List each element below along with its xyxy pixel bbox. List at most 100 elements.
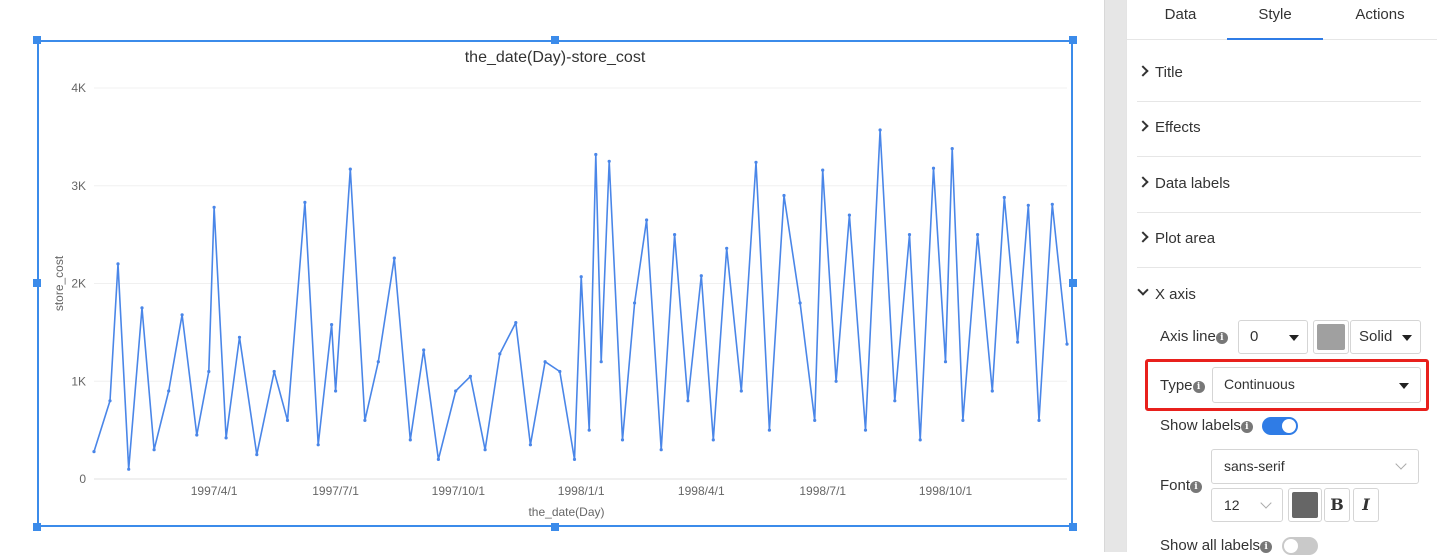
tab-actions[interactable]: Actions [1355, 6, 1405, 23]
section-x-axis[interactable]: X axis [1137, 268, 1421, 324]
x-axis-type-select[interactable]: Continuous [1212, 367, 1421, 403]
data-point [976, 233, 980, 237]
bold-button[interactable]: B [1324, 488, 1350, 522]
show-all-labels-label: Show all labels i [1160, 537, 1273, 554]
section-data-labels-label: Data labels [1155, 175, 1231, 192]
data-point [1050, 202, 1054, 206]
data-point [813, 418, 817, 422]
data-point [392, 256, 396, 260]
data-point [195, 433, 199, 437]
data-point [620, 438, 625, 442]
data-point [821, 168, 825, 172]
annotation-highlight-box [1145, 359, 1429, 411]
font-color-picker[interactable] [1288, 488, 1322, 522]
style-panel: Data Style Actions Title Effects Data la… [1126, 0, 1441, 555]
data-point [754, 160, 758, 164]
data-point [599, 360, 603, 364]
axis-line-style-select[interactable]: Solid [1350, 320, 1421, 354]
resize-handle-top-left[interactable] [33, 36, 41, 44]
data-point [348, 167, 352, 171]
font-family-select[interactable]: sans-serif [1211, 449, 1419, 484]
data-point [180, 313, 184, 317]
resize-handle-bottom-left[interactable] [33, 523, 41, 531]
data-point [237, 335, 242, 339]
data-point [798, 301, 802, 305]
show-all-labels-toggle[interactable] [1282, 537, 1318, 555]
data-point [1026, 203, 1030, 207]
show-labels-text: Show labels [1160, 417, 1241, 434]
section-data-labels[interactable]: Data labels [1137, 157, 1421, 213]
x-tick-label: 1998/4/1 [678, 484, 725, 498]
resize-handle-top[interactable] [551, 36, 559, 44]
chart-widget[interactable]: the_date(Day)-store_cost 0 1K 2K 3K 4K 1997/4… [37, 40, 1073, 527]
data-point [767, 428, 772, 432]
x-axis-label: the_date(Day) [528, 505, 604, 519]
show-labels-label: Show labels i [1160, 417, 1253, 434]
tab-style[interactable]: Style [1227, 0, 1323, 40]
show-all-labels-text: Show all labels [1160, 537, 1261, 554]
data-point [572, 457, 577, 461]
color-swatch [1317, 324, 1345, 350]
data-point [363, 418, 367, 422]
data-point [863, 428, 868, 432]
chart-plot: 0 1K 2K 3K 4K 1997/4/1 1997/7/1 1997/10/1 1998/1… [52, 81, 1069, 519]
font-size-select[interactable]: 12 [1211, 488, 1283, 522]
font-family-value: sans-serif [1224, 458, 1285, 474]
x-tick-label: 1997/10/1 [432, 484, 486, 498]
data-point [316, 443, 320, 447]
data-point [893, 399, 897, 403]
tab-data[interactable]: Data [1164, 6, 1197, 23]
y-tick-label: 2K [71, 277, 86, 291]
data-point [212, 205, 216, 209]
italic-button[interactable]: I [1353, 488, 1379, 522]
data-point [454, 389, 458, 393]
panel-splitter[interactable] [1104, 0, 1126, 552]
data-point [673, 233, 677, 237]
section-plot-area-label: Plot area [1155, 230, 1216, 247]
section-title-label: Title [1155, 64, 1183, 81]
data-point [334, 389, 338, 393]
section-effects[interactable]: Effects [1137, 101, 1421, 157]
data-point [140, 306, 144, 310]
data-point [607, 159, 611, 163]
x-tick-label: 1997/4/1 [191, 484, 238, 498]
chevron-right-icon [1137, 231, 1149, 243]
axis-line-label: Axis line i [1160, 328, 1228, 345]
font-size-value: 12 [1224, 497, 1240, 513]
data-point [558, 369, 562, 374]
data-point [116, 262, 120, 266]
data-point [847, 213, 852, 217]
data-point [594, 152, 598, 157]
data-point [943, 360, 948, 364]
resize-handle-left[interactable] [33, 279, 41, 287]
data-point [376, 360, 380, 364]
chart-title: the_date(Day)-store_cost [464, 49, 646, 66]
info-icon: i [1190, 481, 1203, 493]
resize-handle-top-right[interactable] [1069, 36, 1077, 44]
info-icon: i [1192, 381, 1205, 393]
data-point [659, 448, 663, 452]
x-tick-label: 1998/7/1 [799, 484, 846, 498]
resize-handle-bottom-right[interactable] [1069, 523, 1077, 531]
info-icon: i [1240, 421, 1253, 433]
axis-line-text: Axis line [1160, 328, 1216, 345]
axis-line-width-select[interactable]: 0 [1238, 320, 1308, 354]
data-point [1037, 418, 1041, 422]
resize-handle-right[interactable] [1069, 279, 1077, 287]
data-point [127, 467, 131, 471]
data-point [961, 418, 965, 422]
toggle-knob [1284, 539, 1298, 553]
data-point [436, 457, 440, 461]
y-tick-label: 4K [71, 81, 86, 95]
resize-handle-bottom[interactable] [551, 523, 559, 531]
chevron-right-icon [1137, 176, 1149, 188]
data-point [92, 450, 96, 454]
section-plot-area[interactable]: Plot area [1137, 212, 1421, 268]
show-labels-toggle[interactable] [1262, 417, 1298, 435]
axis-line-width-value: 0 [1250, 328, 1259, 345]
axis-line-color-picker[interactable] [1313, 320, 1349, 354]
section-title[interactable]: Title [1137, 46, 1421, 102]
data-point [918, 438, 922, 442]
data-point [587, 428, 591, 432]
y-tick-label: 0 [79, 472, 86, 486]
